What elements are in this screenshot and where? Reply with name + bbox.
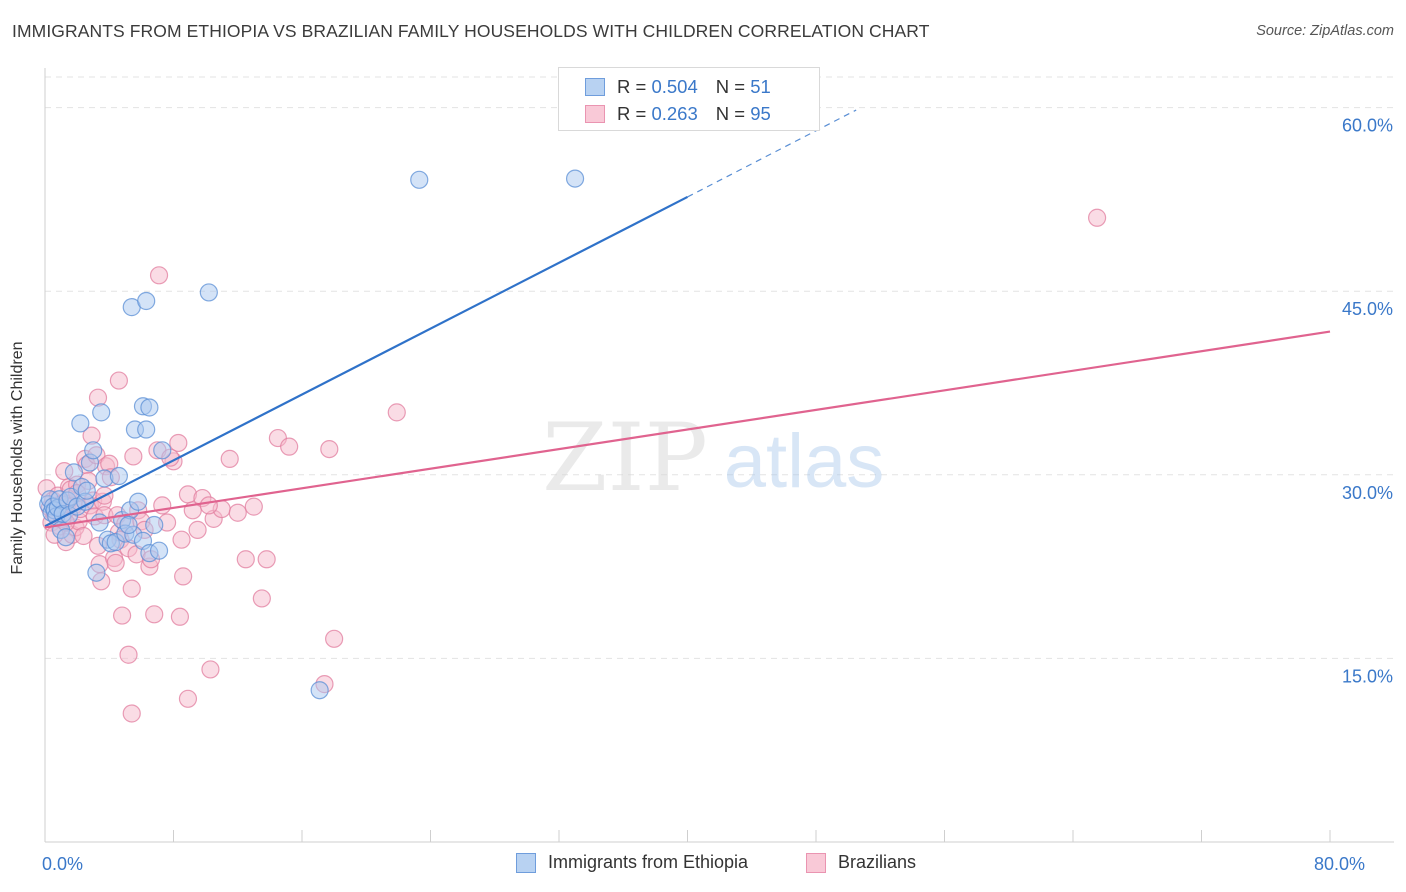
brazilian-point bbox=[170, 607, 190, 626]
legend-r-label: R = bbox=[617, 103, 647, 124]
ethiopia-point bbox=[84, 441, 103, 460]
legend-n-value: 51 bbox=[750, 76, 771, 97]
ethiopia-trend-extension bbox=[687, 109, 857, 198]
ethiopia-point bbox=[64, 463, 84, 482]
ethiopia-point bbox=[310, 681, 329, 700]
brazilian-point bbox=[122, 704, 141, 723]
y-tick-label: 30.0% bbox=[1342, 483, 1393, 503]
legend-label-ethiopia: Immigrants from Ethiopia bbox=[548, 852, 749, 872]
brazilian-point bbox=[1087, 208, 1107, 227]
brazilian-point bbox=[172, 530, 191, 549]
legend-item-brazilians: Brazilians bbox=[806, 852, 916, 873]
legend-row-ethiopia: R = 0.504 N = 51 bbox=[585, 75, 771, 99]
brazilian-point bbox=[199, 496, 218, 515]
chart-title: IMMIGRANTS FROM ETHIOPIA VS BRAZILIAN FA… bbox=[12, 21, 930, 41]
brazilian-point bbox=[201, 660, 220, 679]
series-legend: Immigrants from Ethiopia Brazilians bbox=[0, 852, 1406, 878]
watermark-atlas: atlas bbox=[724, 419, 885, 504]
brazilian-point bbox=[228, 503, 247, 522]
brazilian-point bbox=[169, 433, 188, 453]
brazilian-point bbox=[320, 439, 339, 459]
ethiopia-point bbox=[140, 398, 159, 417]
y-tick-label: 45.0% bbox=[1342, 299, 1393, 319]
ethiopia-point bbox=[565, 169, 585, 188]
ethiopia-point bbox=[56, 528, 75, 547]
watermark: ZIP atlas bbox=[542, 404, 884, 513]
ethiopia-point bbox=[119, 515, 138, 535]
brazilian-point bbox=[252, 589, 271, 608]
ethiopia-point bbox=[71, 414, 90, 433]
brazilian-point bbox=[122, 579, 141, 598]
legend-label-brazilians: Brazilians bbox=[838, 852, 917, 872]
legend-swatch-blue bbox=[516, 852, 536, 873]
brazilian-point bbox=[244, 497, 263, 516]
legend-row-brazilians: R = 0.263 N = 95 bbox=[585, 102, 771, 126]
legend-item-ethiopia: Immigrants from Ethiopia bbox=[516, 852, 748, 873]
ethiopia-trend-line bbox=[44, 195, 689, 528]
brazilian-point bbox=[280, 437, 299, 456]
ethiopia-point bbox=[87, 563, 106, 582]
ethiopia-point bbox=[137, 420, 156, 439]
legend-swatch-blue bbox=[585, 78, 605, 96]
brazilian-point bbox=[325, 629, 344, 648]
brazilian-point bbox=[220, 449, 239, 468]
legend-swatch-pink bbox=[585, 105, 605, 123]
ethiopia-point bbox=[137, 291, 156, 311]
ethiopia-point bbox=[109, 466, 128, 486]
source-credit: Source: ZipAtlas.com bbox=[1256, 23, 1394, 39]
legend-r-value: 0.263 bbox=[651, 103, 698, 124]
ethiopia-point bbox=[92, 403, 111, 422]
trend-lines bbox=[44, 109, 1331, 529]
brazilian-point bbox=[174, 567, 193, 586]
brazilian-point bbox=[74, 526, 93, 546]
ethiopia-point bbox=[129, 492, 148, 511]
correlation-legend: R = 0.504 N = 51 R = 0.263 N = 95 bbox=[558, 67, 820, 131]
brazilian-point bbox=[145, 605, 164, 624]
brazilian-point bbox=[188, 520, 207, 539]
ethiopia-point bbox=[90, 513, 109, 532]
y-axis-label: Family Households with Children bbox=[9, 341, 26, 575]
legend-r-value: 0.504 bbox=[651, 76, 698, 97]
ethiopia-point bbox=[153, 441, 172, 460]
gridlines bbox=[45, 76, 1394, 659]
legend-n-value: 95 bbox=[750, 103, 771, 124]
brazilian-point bbox=[149, 266, 169, 285]
ethiopia-point bbox=[410, 170, 429, 189]
brazilian-point bbox=[106, 553, 125, 573]
tick-labels: 15.0% 30.0% 45.0% 60.0% 0.0% 80.0% bbox=[42, 116, 1393, 874]
legend-n-label: N = bbox=[715, 103, 746, 124]
brazilian-point bbox=[109, 371, 128, 390]
legend-swatch-pink bbox=[806, 852, 826, 873]
brazilian-point bbox=[236, 550, 255, 569]
brazilian-point bbox=[124, 447, 143, 466]
brazilian-point bbox=[119, 645, 138, 664]
brazilian-point bbox=[112, 606, 132, 625]
brazilian-point bbox=[257, 550, 276, 569]
axes bbox=[44, 68, 1394, 843]
y-tick-label: 60.0% bbox=[1342, 116, 1393, 136]
x-tick-label: 80.0% bbox=[1314, 854, 1365, 874]
y-tick-label: 15.0% bbox=[1342, 666, 1393, 686]
watermark-zip: ZIP bbox=[542, 404, 708, 513]
ethiopia-point bbox=[149, 541, 169, 560]
brazilian-point bbox=[88, 388, 108, 407]
ethiopia-point bbox=[145, 515, 164, 535]
brazilian-point bbox=[387, 403, 406, 422]
legend-r-label: R = bbox=[617, 76, 647, 97]
brazilians-trend-line bbox=[44, 330, 1331, 529]
brazilian-point bbox=[178, 689, 198, 708]
ethiopia-point bbox=[199, 283, 218, 302]
legend-n-label: N = bbox=[715, 76, 746, 97]
ethiopia-point bbox=[77, 481, 96, 500]
x-tick-label: 0.0% bbox=[42, 854, 83, 874]
